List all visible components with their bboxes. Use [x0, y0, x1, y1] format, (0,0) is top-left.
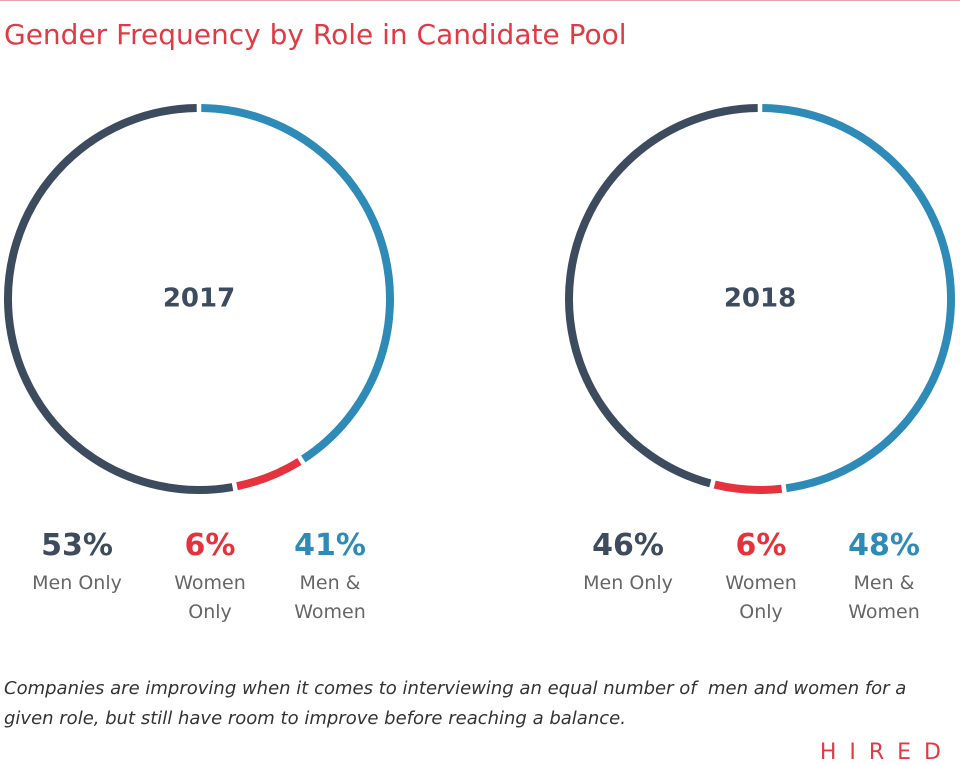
value-label: 53% [41, 528, 113, 563]
value-label: 41% [294, 528, 366, 563]
title: Gender Frequency by Role in Candidate Po… [4, 18, 627, 51]
category-label: Women Only [725, 572, 797, 623]
donut-segment [565, 104, 758, 488]
category-label: Women Only [174, 572, 246, 623]
logo: HIRED [819, 740, 954, 765]
donut-segment [713, 480, 783, 494]
donut-segment [236, 458, 302, 491]
category-label: Men & Women [294, 572, 366, 623]
category-label: Men Only [583, 572, 673, 594]
donut-segment [762, 104, 955, 493]
value-label: 46% [592, 528, 664, 563]
value-label: 6% [184, 528, 236, 563]
value-label: 48% [848, 528, 920, 563]
category-label: Men Only [32, 572, 122, 594]
caption: Companies are improving when it comes to… [4, 678, 913, 729]
value-label: 6% [735, 528, 787, 563]
donut-segment [201, 104, 394, 463]
center-label: 2018 [724, 284, 796, 314]
center-label: 2017 [163, 284, 235, 314]
category-label: Men & Women [848, 572, 920, 623]
donut-segment [4, 104, 234, 494]
top-rule [0, 0, 960, 1]
